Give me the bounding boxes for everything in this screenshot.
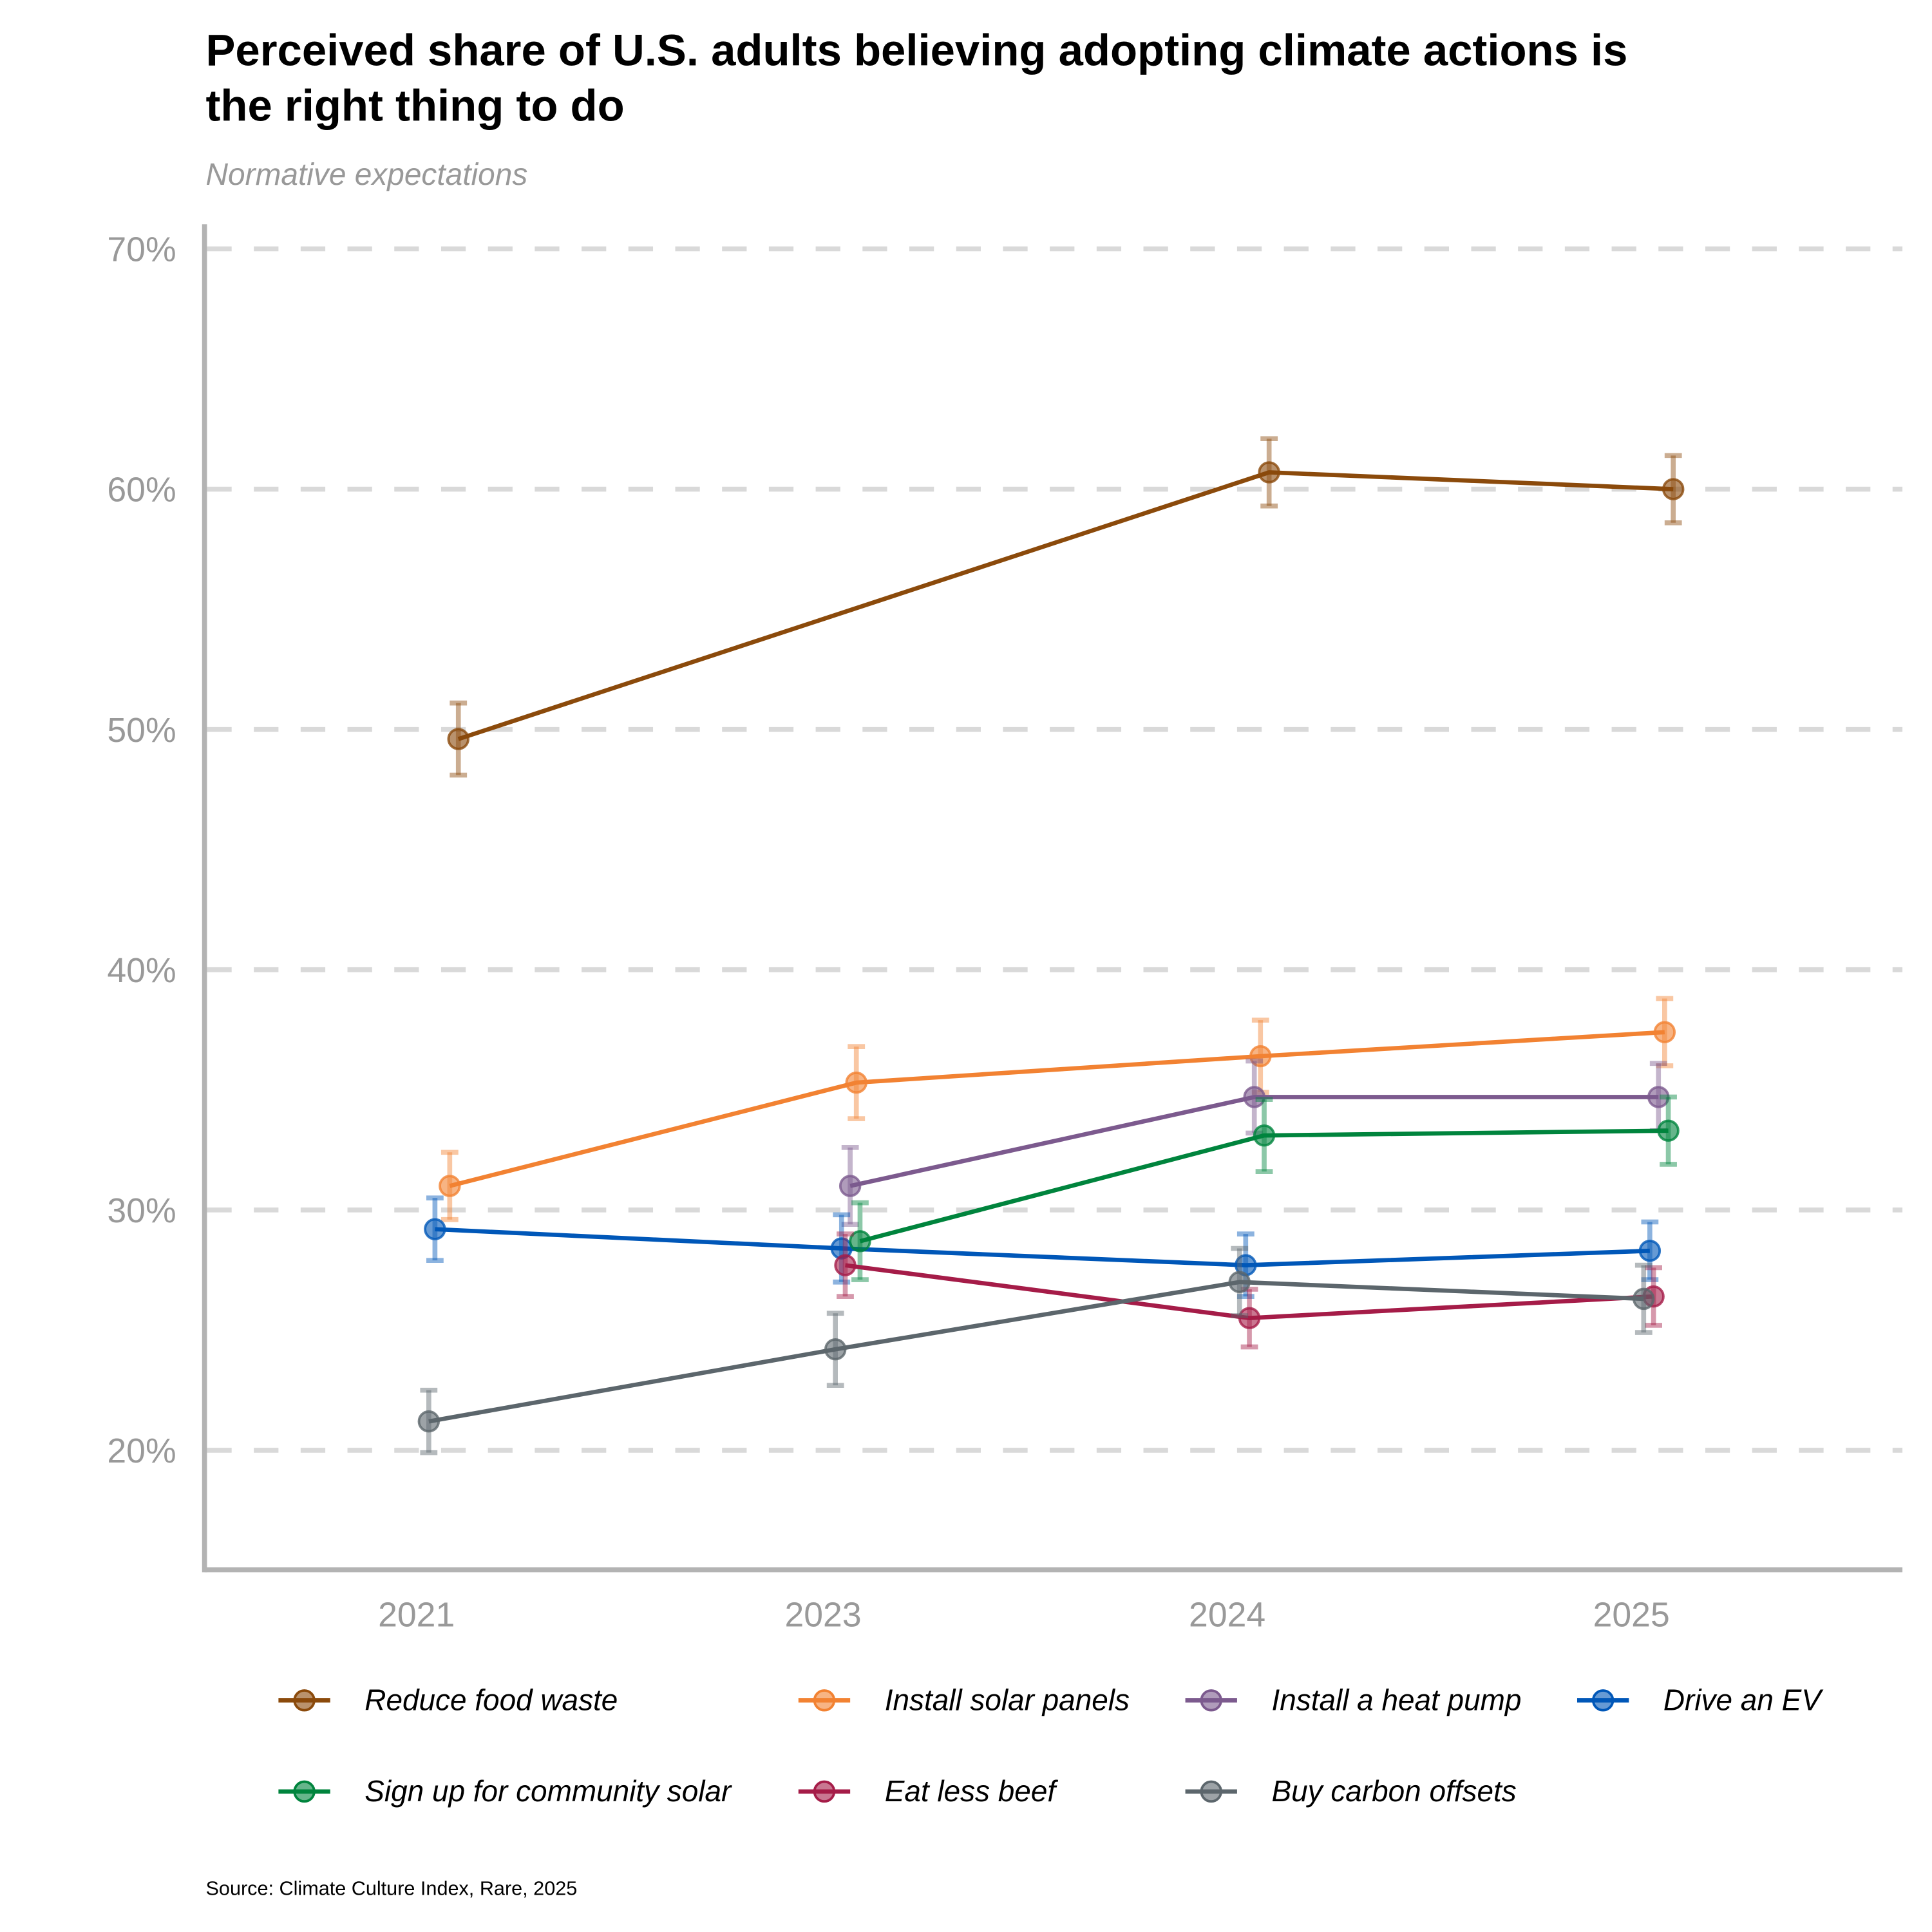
y-tick-label: 50% — [107, 712, 176, 750]
legend-label: Buy carbon offsets — [1271, 1774, 1516, 1808]
series-install-a-heat-pump — [838, 1058, 1670, 1227]
x-tick-label: 2021 — [378, 1596, 455, 1634]
data-point — [849, 1230, 871, 1253]
data-point — [439, 1175, 461, 1197]
data-point — [1249, 1045, 1272, 1068]
series-line — [449, 1030, 1665, 1188]
legend-label: Sign up for community solar — [365, 1774, 732, 1808]
series-line — [457, 470, 1674, 741]
x-tick-label: 2025 — [1593, 1596, 1670, 1634]
data-point — [1638, 1240, 1662, 1262]
data-point — [1238, 1307, 1261, 1329]
legend-label: Drive an EV — [1663, 1683, 1824, 1717]
data-point — [1633, 1287, 1655, 1311]
series-buy-carbon-offsets — [417, 1245, 1655, 1455]
data-point — [1647, 1086, 1670, 1108]
series-drive-an-ev — [424, 1195, 1662, 1299]
source-note: Source: Climate Culture Index, Rare, 202… — [206, 1878, 578, 1900]
legend-label: Install solar panels — [885, 1683, 1130, 1717]
legend-key-point — [1591, 1689, 1615, 1712]
y-tick-label: 30% — [107, 1192, 176, 1230]
legend-key-point — [293, 1689, 316, 1712]
chart-title-line-2: the right thing to do — [206, 81, 625, 131]
legend-item: Buy carbon offsets — [1185, 1774, 1517, 1808]
data-point — [1653, 1021, 1676, 1043]
legend-key-point — [1200, 1689, 1222, 1712]
data-point — [1662, 478, 1685, 500]
legend-label: Eat less beef — [885, 1774, 1059, 1808]
data-point — [447, 728, 469, 750]
legend-key-point — [293, 1780, 316, 1803]
legend-item: Install solar panels — [798, 1683, 1130, 1717]
legend-key-point — [813, 1780, 836, 1803]
chart-subtitle: Normative expectations — [206, 158, 528, 192]
legend-item: Reduce food waste — [278, 1683, 618, 1717]
y-tick-label: 20% — [107, 1432, 176, 1470]
legend-label: Install a heat pump — [1271, 1683, 1521, 1717]
data-point — [417, 1410, 440, 1433]
x-tick-label: 2024 — [1189, 1596, 1265, 1634]
legend-item: Install a heat pump — [1185, 1683, 1521, 1717]
y-tick-label: 60% — [107, 471, 176, 509]
y-tick-label: 70% — [107, 231, 176, 269]
y-axis-ticks: 20% 30% 40% 50% 60% 70% — [107, 231, 176, 1470]
data-point — [1228, 1271, 1251, 1293]
data-point — [1657, 1119, 1680, 1142]
legend-key-point — [813, 1689, 836, 1712]
series-install-solar-panels — [439, 996, 1676, 1222]
series-line — [435, 1227, 1650, 1267]
data-point — [1243, 1086, 1265, 1108]
x-tick-label: 2023 — [784, 1596, 861, 1634]
data-point — [424, 1218, 446, 1240]
data-point — [1253, 1124, 1276, 1147]
legend-item: Drive an EV — [1577, 1683, 1824, 1717]
series-layer — [417, 436, 1685, 1455]
chart-title-line-1: Perceived share of U.S. adults believing… — [206, 25, 1628, 75]
legend-label: Reduce food waste — [365, 1683, 618, 1717]
series-line — [428, 1280, 1644, 1424]
data-point — [838, 1175, 862, 1197]
legend-item: Eat less beef — [798, 1774, 1059, 1808]
y-tick-label: 40% — [107, 952, 176, 990]
data-point — [845, 1071, 867, 1094]
legend-item: Sign up for community solar — [278, 1774, 732, 1808]
x-axis-ticks: 2021 2023 2024 2025 — [378, 1596, 1670, 1634]
data-point — [1258, 461, 1280, 484]
legend: Reduce food waste Install solar panels Ins… — [278, 1683, 1824, 1808]
legend-key-point — [1200, 1780, 1222, 1803]
series-reduce-food-waste — [447, 436, 1685, 778]
series-eat-less-beef — [834, 1231, 1665, 1350]
data-point — [834, 1254, 857, 1276]
data-point — [824, 1338, 847, 1361]
